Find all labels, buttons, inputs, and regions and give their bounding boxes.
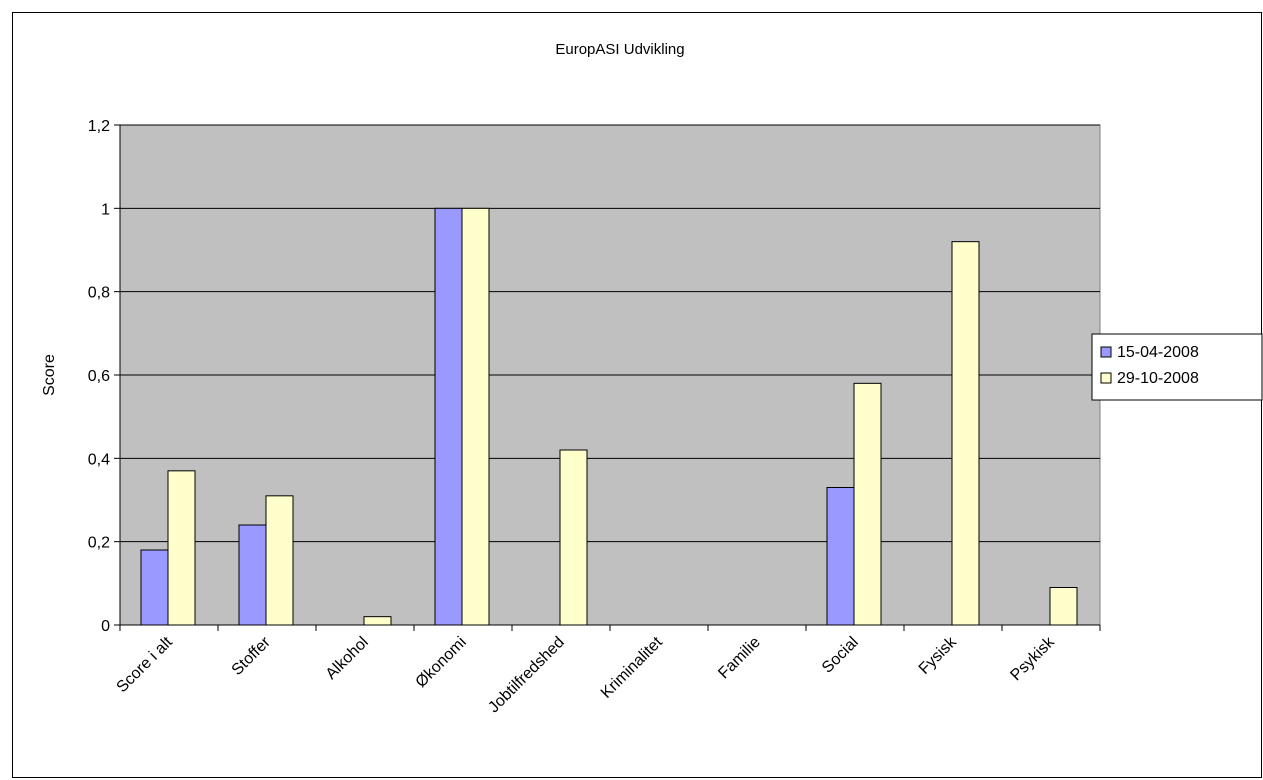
bars [140,207,1078,626]
bar [265,495,294,626]
bar [826,487,855,626]
y-tick-label: 0,8 [88,285,110,302]
x-tick-label: Familie [715,634,764,683]
legend-label: 29-10-2008 [1117,370,1199,387]
bar [951,241,980,626]
y-tick-label: 0,2 [88,535,110,552]
bar [167,470,196,626]
legend-label: 15-04-2008 [1117,344,1199,361]
x-tick-label: Økonomi [413,634,470,691]
bar [434,207,463,626]
bar [140,549,169,626]
x-tick-label: Kriminalitet [598,633,666,701]
bar [559,449,588,626]
legend-box [1091,333,1263,401]
x-ticks: Score i alt Stoffer Alkohol Økonomi Jobtilfr… [114,625,1101,716]
chart-title: EuropASI Udvikling [555,41,684,58]
x-tick-label: Jobtilfredshed [485,634,567,716]
x-tick-label: Alkohol [323,634,372,683]
bar [1049,587,1078,626]
y-axis-label: Score [41,354,58,396]
y-tick-label: 0 [101,618,110,635]
bar [461,207,490,626]
y-ticks: 0 0,2 0,4 0,6 0,8 1 1,2 [88,118,120,635]
y-tick-label: 0,4 [88,451,110,468]
legend-swatch [1100,346,1112,358]
x-tick-label: Score i alt [114,633,177,696]
legend-swatch [1100,372,1112,384]
bar [363,616,392,626]
x-tick-label: Fysisk [916,633,961,678]
x-tick-label: Stoffer [229,633,275,679]
x-tick-label: Social [819,634,862,677]
bar [238,524,267,626]
x-tick-label: Psykisk [1007,633,1058,684]
y-tick-label: 0,6 [88,368,110,385]
bar [853,382,882,626]
y-tick-label: 1 [101,201,110,218]
legend: 15-04-2008 29-10-2008 [1091,333,1263,401]
y-tick-label: 1,2 [88,118,110,135]
